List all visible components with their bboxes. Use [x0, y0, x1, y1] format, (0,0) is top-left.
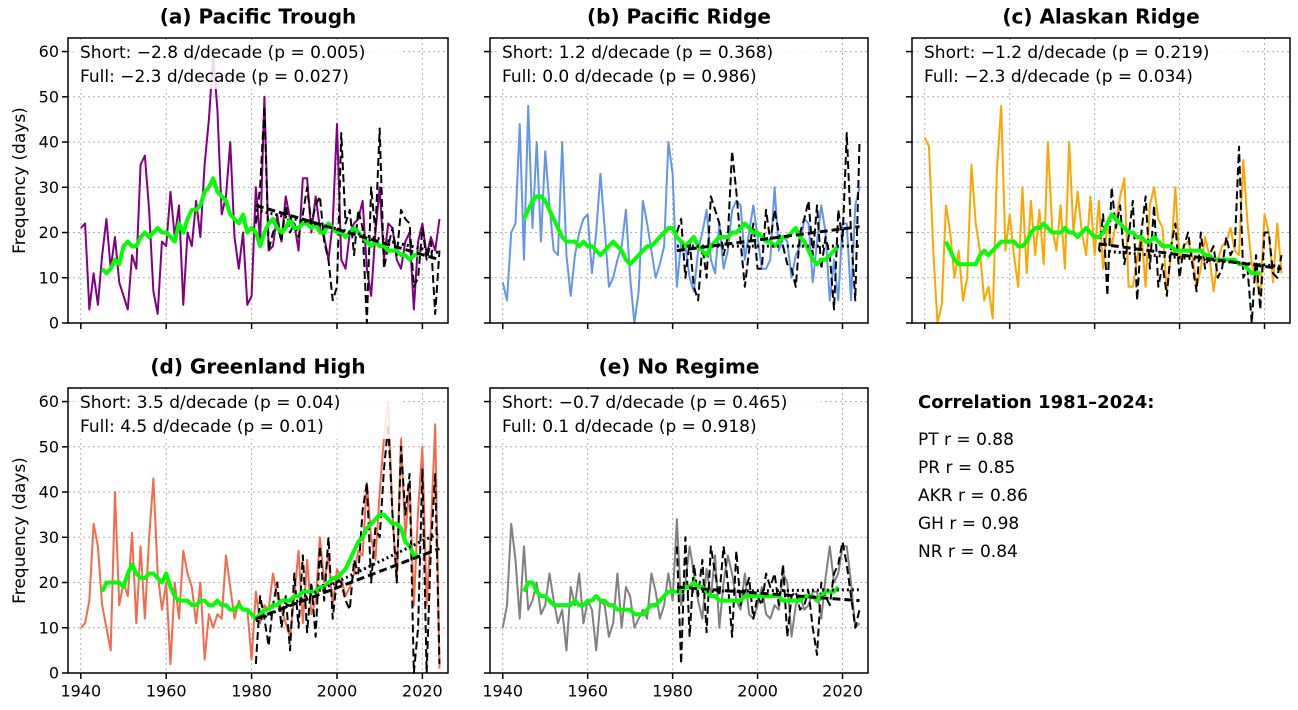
x-tick-label: 2000 — [317, 682, 358, 701]
x-tick-label: 2020 — [402, 682, 443, 701]
annotation-bg — [74, 65, 401, 89]
correlation-title: Correlation 1981–2024: — [918, 392, 1154, 413]
correlation-line: NR r = 0.84 — [918, 542, 1018, 562]
panel-title: (a) Pacific Trough — [160, 5, 357, 29]
annotation-bg — [74, 41, 401, 65]
y-axis-label: Frequency (days) — [10, 457, 30, 604]
y-tick-label: 60 — [39, 42, 59, 61]
y-tick-label: 10 — [39, 618, 59, 637]
series-line — [675, 536, 861, 665]
annotation: Short: −2.8 d/decade (p = 0.005) — [80, 43, 365, 63]
x-tick-label: 1940 — [482, 682, 523, 701]
panel-title: (e) No Regime — [599, 355, 760, 379]
annotation-bg — [496, 391, 822, 415]
annotation: Short: 3.5 d/decade (p = 0.04) — [80, 393, 340, 413]
series-line — [254, 423, 441, 674]
annotation: Short: −1.2 d/decade (p = 0.219) — [924, 43, 1209, 63]
series-line — [522, 580, 840, 617]
x-tick-label: 2020 — [822, 682, 863, 701]
y-tick-label: 40 — [39, 133, 59, 152]
series-line — [501, 104, 861, 324]
trend-line — [255, 531, 441, 623]
annotation-bg — [918, 65, 1244, 89]
x-tick-label: 1980 — [652, 682, 693, 701]
annotation-bg — [74, 391, 401, 415]
annotation: Full: 0.1 d/decade (p = 0.918) — [502, 417, 757, 437]
series-line — [923, 104, 1283, 324]
y-tick-label: 0 — [49, 314, 59, 333]
correlation-line: AKR r = 0.86 — [918, 486, 1028, 506]
plot-frame — [67, 387, 449, 674]
trend-line — [1098, 249, 1282, 268]
x-tick-label: 1980 — [231, 682, 272, 701]
trend-line — [676, 585, 860, 603]
plot-frame — [911, 37, 1291, 324]
annotation: Short: −0.7 d/decade (p = 0.465) — [502, 393, 787, 413]
y-tick-label: 20 — [39, 223, 59, 242]
y-axis-label: Frequency (days) — [10, 107, 30, 254]
annotation-bg — [496, 415, 822, 439]
trend-line — [1098, 242, 1282, 271]
plot-frame — [67, 37, 449, 324]
y-tick-label: 20 — [39, 573, 59, 592]
plot-frame — [489, 387, 869, 674]
panel-title: (d) Greenland High — [150, 355, 365, 379]
trend-line — [255, 547, 440, 621]
series-line — [944, 212, 1261, 276]
annotation: Full: 0.0 d/decade (p = 0.986) — [502, 67, 757, 87]
y-tick-label: 40 — [39, 483, 59, 502]
plot-frame — [489, 37, 869, 324]
correlation-line: PR r = 0.85 — [918, 458, 1015, 478]
y-tick-label: 10 — [39, 268, 59, 287]
annotation: Full: −2.3 d/decade (p = 0.027) — [80, 67, 349, 87]
series-line — [100, 512, 419, 621]
annotation-bg — [496, 65, 822, 89]
y-tick-label: 50 — [39, 87, 59, 106]
annotation: Full: −2.3 d/decade (p = 0.034) — [924, 67, 1193, 87]
series-line — [675, 132, 861, 311]
series-line — [501, 518, 861, 652]
x-tick-label: 1960 — [146, 682, 187, 701]
annotation: Full: 4.5 d/decade (p = 0.01) — [80, 417, 324, 437]
y-tick-label: 50 — [39, 437, 59, 456]
series-line — [254, 104, 441, 324]
trend-line — [255, 208, 440, 255]
x-tick-label: 1960 — [567, 682, 608, 701]
annotation-bg — [74, 415, 401, 439]
series-line — [100, 176, 419, 276]
x-tick-label: 1940 — [60, 682, 101, 701]
y-tick-label: 0 — [49, 664, 59, 683]
correlation-line: PT r = 0.88 — [918, 430, 1014, 450]
series-line — [80, 400, 441, 669]
y-tick-label: 30 — [39, 178, 59, 197]
annotation: Short: 1.2 d/decade (p = 0.368) — [502, 43, 773, 63]
panel-title: (c) Alaskan Ridge — [1002, 5, 1199, 29]
y-tick-label: 30 — [39, 528, 59, 547]
annotation-bg — [918, 41, 1244, 65]
correlation-line: GH r = 0.98 — [918, 514, 1019, 534]
trend-line — [255, 203, 440, 262]
y-tick-label: 60 — [39, 392, 59, 411]
x-tick-label: 2000 — [737, 682, 778, 701]
panel-title: (b) Pacific Ridge — [587, 5, 771, 29]
trend-line — [676, 588, 860, 594]
annotation-bg — [496, 41, 822, 65]
